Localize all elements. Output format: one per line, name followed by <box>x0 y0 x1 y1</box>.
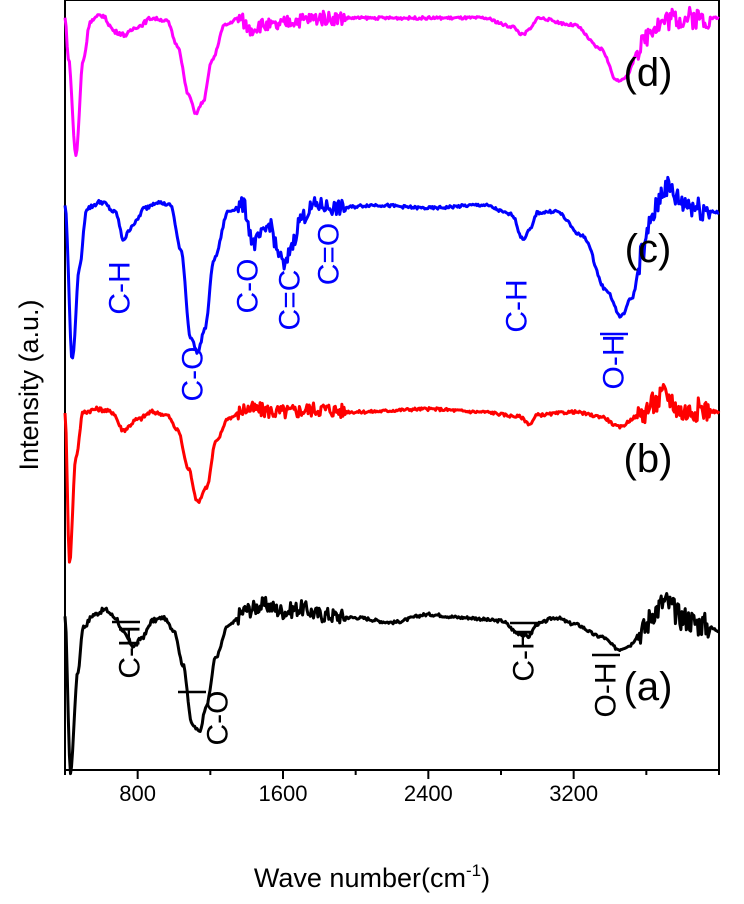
x-axis-label-sup: -1 <box>466 861 481 880</box>
annotation-c-h-2: C-H <box>508 628 541 681</box>
series-label-b: (b) <box>624 437 673 481</box>
y-axis-label: Intensity (a.u.) <box>14 299 44 470</box>
annotation-o-h-3: O-H <box>590 663 623 718</box>
series-label-d: (d) <box>624 51 673 95</box>
annotation-c-o-5: C-O <box>177 347 210 402</box>
series-label-c: (c) <box>625 227 672 271</box>
annotation-layer: C-H C-O C-H O-H C-H C-O C-O C=CC=O C-H O-H <box>104 223 631 746</box>
series-line-d <box>63 5 720 157</box>
x-tick-label-800: 800 <box>119 781 156 806</box>
annotation-ceqc-7: C=C <box>274 270 307 331</box>
plot-frame <box>64 0 720 771</box>
annotation-c-h-4: C-H <box>104 261 137 314</box>
x-axis-label-end: ) <box>481 863 490 893</box>
annotation-c-h-0: C-H <box>114 625 147 678</box>
x-axis-ticks: 800 1600 2400 3200 <box>64 770 720 806</box>
x-axis-label: Wave number(cm-1) <box>254 861 490 893</box>
series-line-a <box>63 592 720 776</box>
annotation-o-h-10: O-H <box>598 335 631 390</box>
x-tick-label-1600: 1600 <box>259 781 308 806</box>
series-line-c <box>63 175 720 360</box>
annotation-ceqo-8: C=O <box>313 223 346 286</box>
annotation-c-h-9: C-H <box>501 279 534 332</box>
x-tick-label-2400: 2400 <box>404 781 453 806</box>
series-label-a: (a) <box>624 665 673 709</box>
annotation-c-o-1: C-O <box>202 691 235 746</box>
annotation-c-o-6: C-O <box>232 259 265 314</box>
series-line-b <box>63 383 721 564</box>
series-layer: (a) (b) (c) (d) <box>63 5 721 776</box>
x-axis-label-main: Wave number(cm <box>254 863 466 893</box>
x-tick-label-3200: 3200 <box>549 781 598 806</box>
